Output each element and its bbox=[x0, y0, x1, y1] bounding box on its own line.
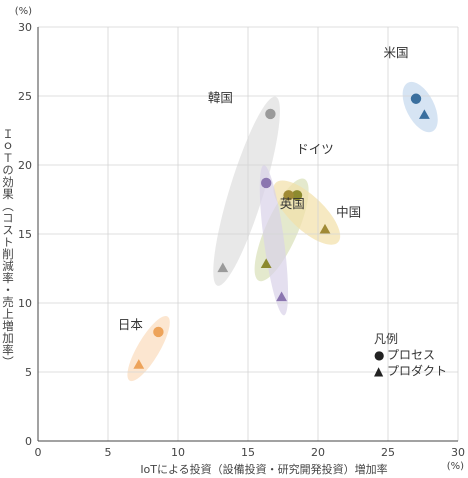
data-points bbox=[133, 93, 430, 369]
circle-icon: ● bbox=[374, 348, 385, 362]
country-label-5: 日本 bbox=[118, 317, 144, 332]
legend-item-product: ▲ プロダクト bbox=[374, 363, 447, 379]
x-tick-label: 15 bbox=[241, 446, 255, 459]
point-process-4 bbox=[261, 177, 272, 189]
ellipse-4 bbox=[259, 165, 289, 316]
point-process-2 bbox=[291, 190, 303, 201]
point-product-4 bbox=[276, 291, 287, 302]
tick-labels: 0 5 10 15 20 25 30 0 5 10 15 20 25 30 (%) (%) IoTによる投資（設… bbox=[15, 6, 465, 476]
y-tick-label: 20 bbox=[18, 159, 32, 172]
y-tick-label: 25 bbox=[18, 90, 32, 103]
y-tick-label: 0 bbox=[25, 435, 32, 448]
point-product-0 bbox=[419, 109, 430, 119]
point-product-2 bbox=[260, 258, 272, 268]
ellipse-0 bbox=[402, 81, 438, 133]
triangle-icon: ▲ bbox=[374, 364, 384, 378]
axes bbox=[37, 27, 458, 442]
x-tick-label: 5 bbox=[105, 446, 112, 459]
point-product-1 bbox=[217, 262, 229, 273]
country-label-4: 英国 bbox=[280, 196, 305, 211]
grid-lines bbox=[38, 26, 459, 441]
x-tick-label: 25 bbox=[381, 446, 395, 459]
legend-label-product: プロダクト bbox=[387, 364, 448, 378]
y-axis-unit: (%) bbox=[15, 6, 32, 17]
x-tick-label: 30 bbox=[451, 446, 465, 459]
country-label-2: ドイツ bbox=[296, 141, 334, 156]
point-product-5 bbox=[133, 359, 145, 369]
point-process-3 bbox=[283, 190, 294, 201]
ellipse-1 bbox=[213, 96, 280, 286]
legend-item-process: ● プロセス bbox=[374, 347, 447, 363]
point-process-1 bbox=[265, 108, 276, 120]
y-tick-label: 30 bbox=[18, 21, 32, 34]
legend-label-process: プロセス bbox=[387, 348, 436, 362]
point-process-0 bbox=[410, 93, 422, 104]
x-tick-label: 10 bbox=[171, 446, 185, 459]
y-axis-title: ＩｏＴの効果（コスト削減率・売上増加率） bbox=[1, 128, 15, 368]
legend: 凡例 ● プロセス ▲ プロダクト bbox=[374, 331, 447, 379]
y-tick-label: 10 bbox=[18, 297, 32, 310]
x-tick-label: 0 bbox=[35, 446, 42, 459]
y-tick-label: 15 bbox=[18, 228, 32, 241]
x-tick-label: 20 bbox=[311, 446, 325, 459]
x-axis-title: IoTによる投資（設備投資・研究開発投資）増加率 bbox=[140, 462, 387, 476]
country-label-3: 中国 bbox=[336, 204, 361, 219]
point-process-5 bbox=[153, 326, 164, 338]
country-label-0: 米国 bbox=[383, 45, 408, 60]
x-axis-unit: (%) bbox=[447, 461, 464, 472]
country-label-1: 韓国 bbox=[208, 90, 233, 105]
point-product-3 bbox=[319, 223, 331, 234]
legend-title: 凡例 bbox=[374, 332, 399, 346]
y-tick-label: 5 bbox=[25, 366, 32, 379]
